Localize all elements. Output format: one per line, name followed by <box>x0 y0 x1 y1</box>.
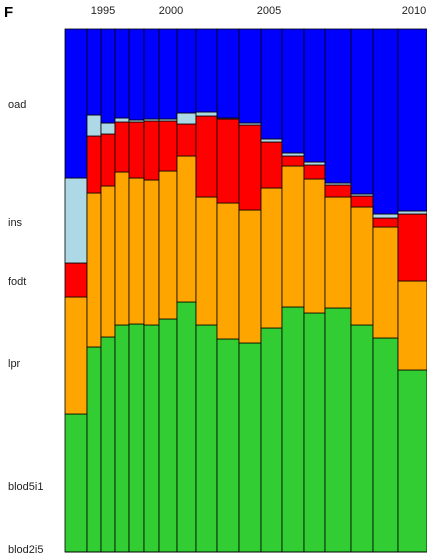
bar-segment-orange-3 <box>100 185 116 338</box>
bar-segment-orange-6 <box>143 179 160 326</box>
bar-segment-orange-8 <box>176 155 197 303</box>
bar-segment-red-15 <box>324 184 352 198</box>
bar-segment-blue-17 <box>372 28 399 215</box>
bar-segment-orange-17 <box>372 226 399 339</box>
bar-segment-orange-9 <box>195 196 218 326</box>
bar-segment-lightblue-18 <box>397 210 427 215</box>
y-tick-label: blod5i1 <box>8 481 43 493</box>
bar-segment-green-4 <box>114 324 130 553</box>
bar-segment-green-5 <box>128 323 145 553</box>
bar-segment-green-18 <box>397 369 427 553</box>
bar-segment-green-6 <box>143 324 160 553</box>
bar-segment-blue-13 <box>281 28 305 154</box>
bar-segment-orange-2 <box>86 192 102 348</box>
bar-segment-lightblue-17 <box>372 213 399 219</box>
bar-segment-blue-2 <box>86 28 102 116</box>
bar-segment-lightblue-2 <box>86 114 102 137</box>
y-tick-label: ins <box>8 217 23 229</box>
bar-segment-orange-4 <box>114 171 130 326</box>
bar-segment-red-8 <box>176 123 197 157</box>
bar-segment-green-9 <box>195 324 218 553</box>
bar-segment-orange-15 <box>324 196 352 309</box>
y-tick-label: fodt <box>8 276 26 288</box>
bar-segment-green-1 <box>64 413 88 553</box>
bar-segment-red-9 <box>195 115 218 198</box>
bar-segment-lightblue-8 <box>176 112 197 125</box>
bar-segment-green-3 <box>100 336 116 553</box>
bar-segment-green-14 <box>303 312 326 553</box>
bar-segment-orange-1 <box>64 296 88 415</box>
bar-segment-blue-4 <box>114 28 130 119</box>
bar-segment-lightblue-14 <box>303 161 326 166</box>
bar-segment-orange-10 <box>216 202 240 340</box>
bar-segment-blue-5 <box>128 28 145 121</box>
bar-segment-green-2 <box>86 346 102 553</box>
bar-segment-red-5 <box>128 121 145 179</box>
x-tick-label: 1995 <box>91 5 115 17</box>
bar-segment-red-6 <box>143 120 160 181</box>
bar-segment-orange-5 <box>128 177 145 325</box>
x-tick-labels: 1995 2000 2005 2010 <box>91 5 426 17</box>
bar-segment-green-17 <box>372 337 399 553</box>
bar-segment-orange-11 <box>238 209 262 344</box>
bar-segment-blue-16 <box>350 28 374 195</box>
bar-segment-blue-18 <box>397 28 427 212</box>
x-tick-label: 2010 <box>402 5 426 17</box>
bar-segment-lightblue-12 <box>260 138 283 143</box>
bar-segment-blue-15 <box>324 28 352 184</box>
bar-segment-blue-14 <box>303 28 326 163</box>
bar-segment-blue-6 <box>143 28 160 120</box>
bar-segment-lightblue-4 <box>114 117 130 123</box>
bar-segment-green-10 <box>216 338 240 553</box>
bar-segment-lightblue-3 <box>100 122 116 135</box>
bar-segment-green-16 <box>350 324 374 553</box>
bar-segment-green-8 <box>176 301 197 553</box>
bar-segment-red-7 <box>158 120 178 172</box>
bar-segment-lightblue-13 <box>281 152 305 157</box>
bar-segment-green-12 <box>260 327 283 553</box>
bar-segment-blue-9 <box>195 28 218 113</box>
bar-segment-green-15 <box>324 307 352 553</box>
bar-segment-orange-7 <box>158 170 178 320</box>
bar-segment-blue-11 <box>238 28 262 124</box>
bar-segment-green-13 <box>281 306 305 553</box>
bar-segment-orange-13 <box>281 165 305 308</box>
bar-segment-orange-14 <box>303 178 326 314</box>
bar-segment-blue-12 <box>260 28 283 140</box>
bar-segment-blue-7 <box>158 28 178 120</box>
y-tick-label: oad <box>8 99 26 111</box>
bar-segment-red-10 <box>216 118 240 204</box>
bar-segment-red-14 <box>303 164 326 180</box>
x-tick-label: 2000 <box>159 5 183 17</box>
bars-group <box>64 28 427 553</box>
bar-segment-red-11 <box>238 124 262 211</box>
bar-segment-red-18 <box>397 213 427 282</box>
bar-segment-orange-12 <box>260 187 283 329</box>
bar-segment-blue-3 <box>100 28 116 124</box>
bar-segment-green-11 <box>238 342 262 553</box>
bar-segment-red-3 <box>100 133 116 187</box>
bar-segment-blue-8 <box>176 28 197 114</box>
bar-segment-lightblue-9 <box>195 111 218 117</box>
y-tick-label: lpr <box>8 358 21 370</box>
bar-segment-green-7 <box>158 318 178 553</box>
bar-segment-red-1 <box>64 262 88 298</box>
y-tick-label: blod2i5 <box>8 544 43 556</box>
bar-segment-red-13 <box>281 155 305 167</box>
bar-segment-red-4 <box>114 121 130 173</box>
bar-segment-blue-1 <box>64 28 88 179</box>
y-tick-labels: oad ins fodt lpr blod5i1 blod2i5 <box>8 99 43 556</box>
bar-segment-blue-10 <box>216 28 240 119</box>
bar-segment-orange-16 <box>350 206 374 326</box>
bar-segment-orange-18 <box>397 280 427 371</box>
bar-segment-red-2 <box>86 135 102 194</box>
panel-label: F <box>4 4 13 21</box>
bar-segment-lightblue-1 <box>64 177 88 264</box>
bar-segment-red-12 <box>260 141 283 189</box>
x-tick-label: 2005 <box>257 5 281 17</box>
bar-segment-red-17 <box>372 217 399 228</box>
bar-segment-red-16 <box>350 195 374 208</box>
